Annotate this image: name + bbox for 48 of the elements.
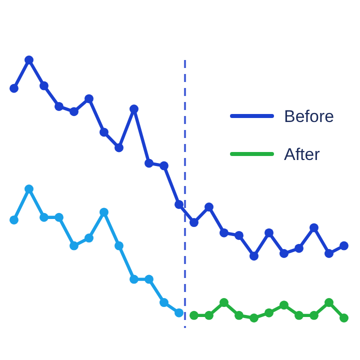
point [280, 300, 288, 310]
point [84, 234, 94, 243]
point [280, 249, 288, 258]
point [310, 223, 318, 232]
point [234, 310, 244, 320]
point [204, 310, 214, 320]
point [84, 94, 94, 104]
point [204, 202, 214, 212]
point [130, 274, 138, 284]
point [324, 298, 334, 308]
point [24, 184, 34, 194]
point [144, 158, 154, 168]
point [10, 84, 18, 93]
point [130, 104, 138, 114]
point [294, 244, 304, 253]
point [174, 308, 184, 318]
point [340, 241, 348, 250]
legend-label: Before [284, 107, 334, 126]
point [160, 298, 168, 308]
point [264, 228, 274, 238]
point [174, 200, 184, 209]
point [190, 310, 198, 320]
point [144, 274, 154, 284]
point [294, 310, 304, 320]
point [100, 128, 108, 137]
point [324, 249, 334, 258]
point [54, 212, 64, 222]
point [250, 252, 258, 261]
point [100, 208, 108, 217]
point [264, 308, 274, 318]
point [160, 161, 168, 170]
point [114, 143, 124, 152]
point [250, 314, 258, 322]
point [10, 215, 18, 224]
point [24, 56, 34, 64]
point [340, 314, 348, 322]
point [114, 241, 124, 250]
point [234, 230, 244, 240]
point [70, 241, 78, 250]
legend-label: After [284, 145, 320, 164]
point [40, 212, 48, 222]
point [70, 107, 78, 116]
point [190, 218, 198, 228]
point [40, 81, 48, 90]
point [220, 298, 228, 308]
point [310, 310, 318, 320]
point [54, 102, 64, 111]
point [220, 228, 228, 238]
